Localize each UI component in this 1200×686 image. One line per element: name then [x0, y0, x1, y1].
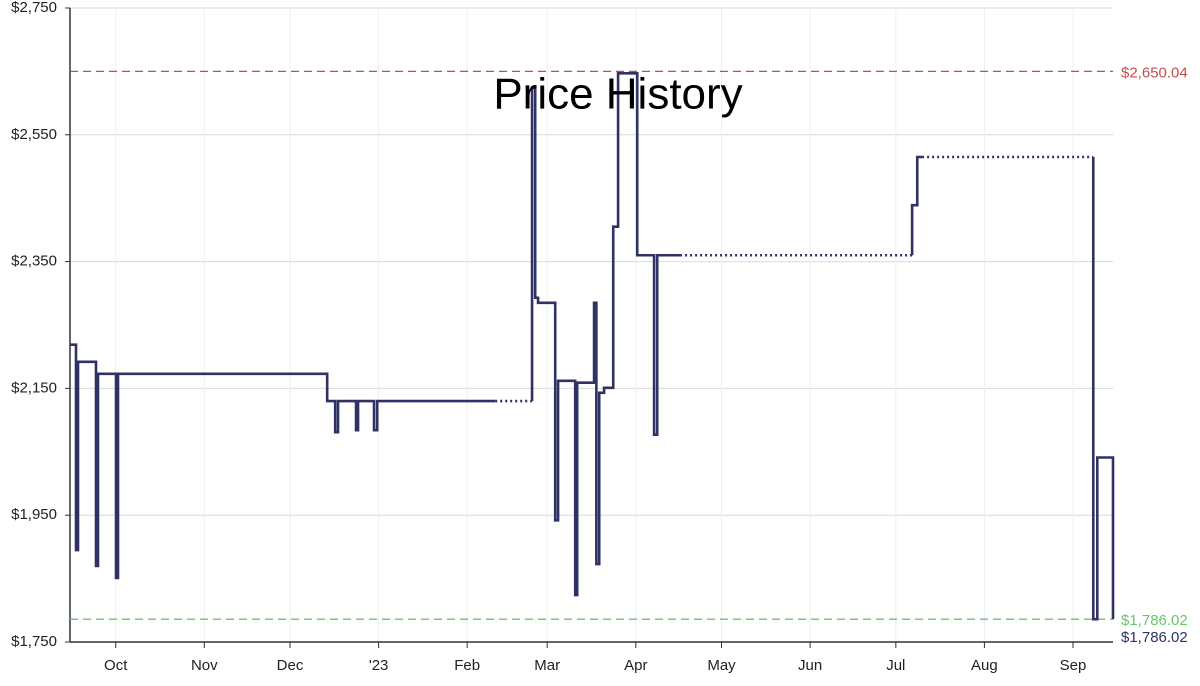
- x-tick-label: Oct: [104, 657, 128, 674]
- y-tick-label: $2,550: [11, 126, 57, 143]
- y-tick-label: $2,750: [11, 0, 57, 16]
- x-tick-label: Dec: [277, 657, 304, 674]
- x-tick-label: Sep: [1060, 657, 1087, 674]
- x-tick-label: May: [707, 657, 736, 674]
- x-tick-label: Nov: [191, 657, 218, 674]
- plot: $2,650.04 $1,786.02$1,786.02: [70, 64, 1188, 646]
- chart-title: Price History: [493, 70, 742, 119]
- y-tick-label: $1,750: [11, 633, 57, 650]
- x-tick-label: Apr: [624, 657, 647, 674]
- price-line: [495, 155, 1094, 403]
- x-tick-label: Mar: [534, 657, 560, 674]
- x-tick-label: Aug: [971, 657, 998, 674]
- reference-label: $1,786.02: [1121, 612, 1188, 629]
- y-tick-label: $2,350: [11, 253, 57, 270]
- x-tick-label: '23: [369, 657, 389, 674]
- current-price-label: $1,786.02: [1121, 629, 1188, 646]
- reference-label: $2,650.04: [1121, 64, 1188, 81]
- y-tick-label: $1,950: [11, 506, 57, 523]
- price-line: [70, 72, 1115, 621]
- x-tick-label: Jun: [798, 657, 822, 674]
- y-tick-label: $2,150: [11, 379, 57, 396]
- x-tick-label: Jul: [886, 657, 905, 674]
- x-tick-label: Feb: [454, 657, 480, 674]
